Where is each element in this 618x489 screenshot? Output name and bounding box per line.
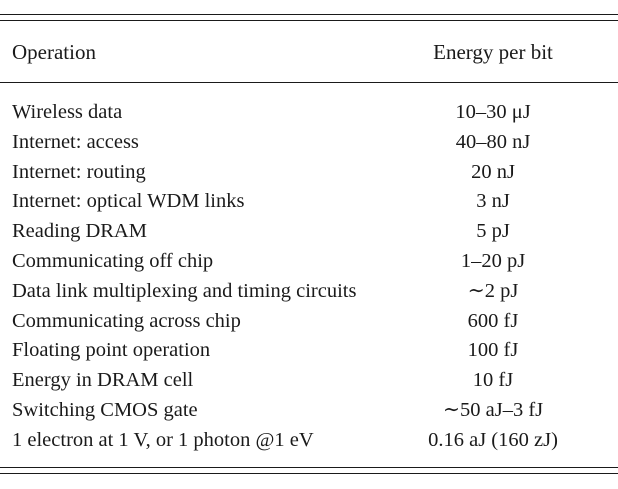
operation-cell: Reading DRAM [12, 220, 147, 243]
operation-cell: Internet: routing [12, 160, 146, 183]
energy-cell: 5 pJ [476, 220, 510, 243]
operation-cell: Communicating off chip [12, 249, 214, 272]
operation-cell: Floating point operation [12, 339, 211, 362]
header-energy-per-bit: Energy per bit [433, 40, 553, 64]
table-row: Wireless data 10–30 μJ [0, 99, 618, 129]
table-row: Internet: routing 20 nJ [0, 159, 618, 189]
table-row: Floating point operation 100 fJ [0, 337, 618, 367]
operation-cell: 1 electron at 1 V, or 1 photon @1 eV [12, 428, 314, 451]
operation-cell: Wireless data [12, 101, 123, 123]
table-row: Data link multiplexing and timing circui… [0, 278, 618, 308]
operation-cell: Energy in DRAM cell [12, 369, 194, 392]
bottom-rule-outer [0, 473, 618, 474]
operation-cell: Internet: optical WDM links [12, 190, 245, 213]
table-row: Communicating off chip 1–20 pJ [0, 248, 618, 278]
energy-cell: 10 fJ [472, 369, 514, 392]
operation-cell: Communicating across chip [12, 309, 241, 332]
table-row: Internet: optical WDM links 3 nJ [0, 188, 618, 218]
top-rule-outer [0, 14, 618, 15]
energy-cell: 0.16 aJ (160 zJ) [428, 428, 558, 451]
table-header-row: Operation Energy per bit [0, 40, 618, 68]
operation-cell: Switching CMOS gate [12, 398, 198, 421]
operation-cell: Data link multiplexing and timing circui… [12, 279, 357, 302]
bottom-rule-inner [0, 467, 618, 468]
table-row: Energy in DRAM cell 10 fJ [0, 367, 618, 397]
table-row: Switching CMOS gate ∼50 aJ–3 fJ [0, 397, 618, 427]
table-row: Communicating across chip 600 fJ [0, 308, 618, 338]
table-row: Internet: access 40–80 nJ [0, 129, 618, 159]
energy-cell: ∼2 pJ [467, 279, 519, 302]
energy-cell: 100 fJ [467, 339, 519, 362]
operation-cell: Internet: access [12, 130, 139, 153]
energy-cell: ∼50 aJ–3 fJ [442, 398, 544, 421]
header-operation: Operation [12, 40, 96, 64]
energy-cell: 3 nJ [476, 190, 510, 213]
table-body: Wireless data 10–30 μJ Internet: access … [0, 99, 618, 457]
header-rule [0, 82, 618, 83]
energy-cell: 600 fJ [467, 309, 519, 332]
table-row: 1 electron at 1 V, or 1 photon @1 eV 0.1… [0, 427, 618, 457]
top-rule-inner [0, 20, 618, 21]
table-row: Reading DRAM 5 pJ [0, 218, 618, 248]
energy-cell: 10–30 μJ [455, 101, 531, 123]
energy-cell: 20 nJ [471, 160, 515, 183]
energy-cell: 40–80 nJ [455, 130, 531, 153]
energy-cell: 1–20 pJ [460, 249, 526, 272]
